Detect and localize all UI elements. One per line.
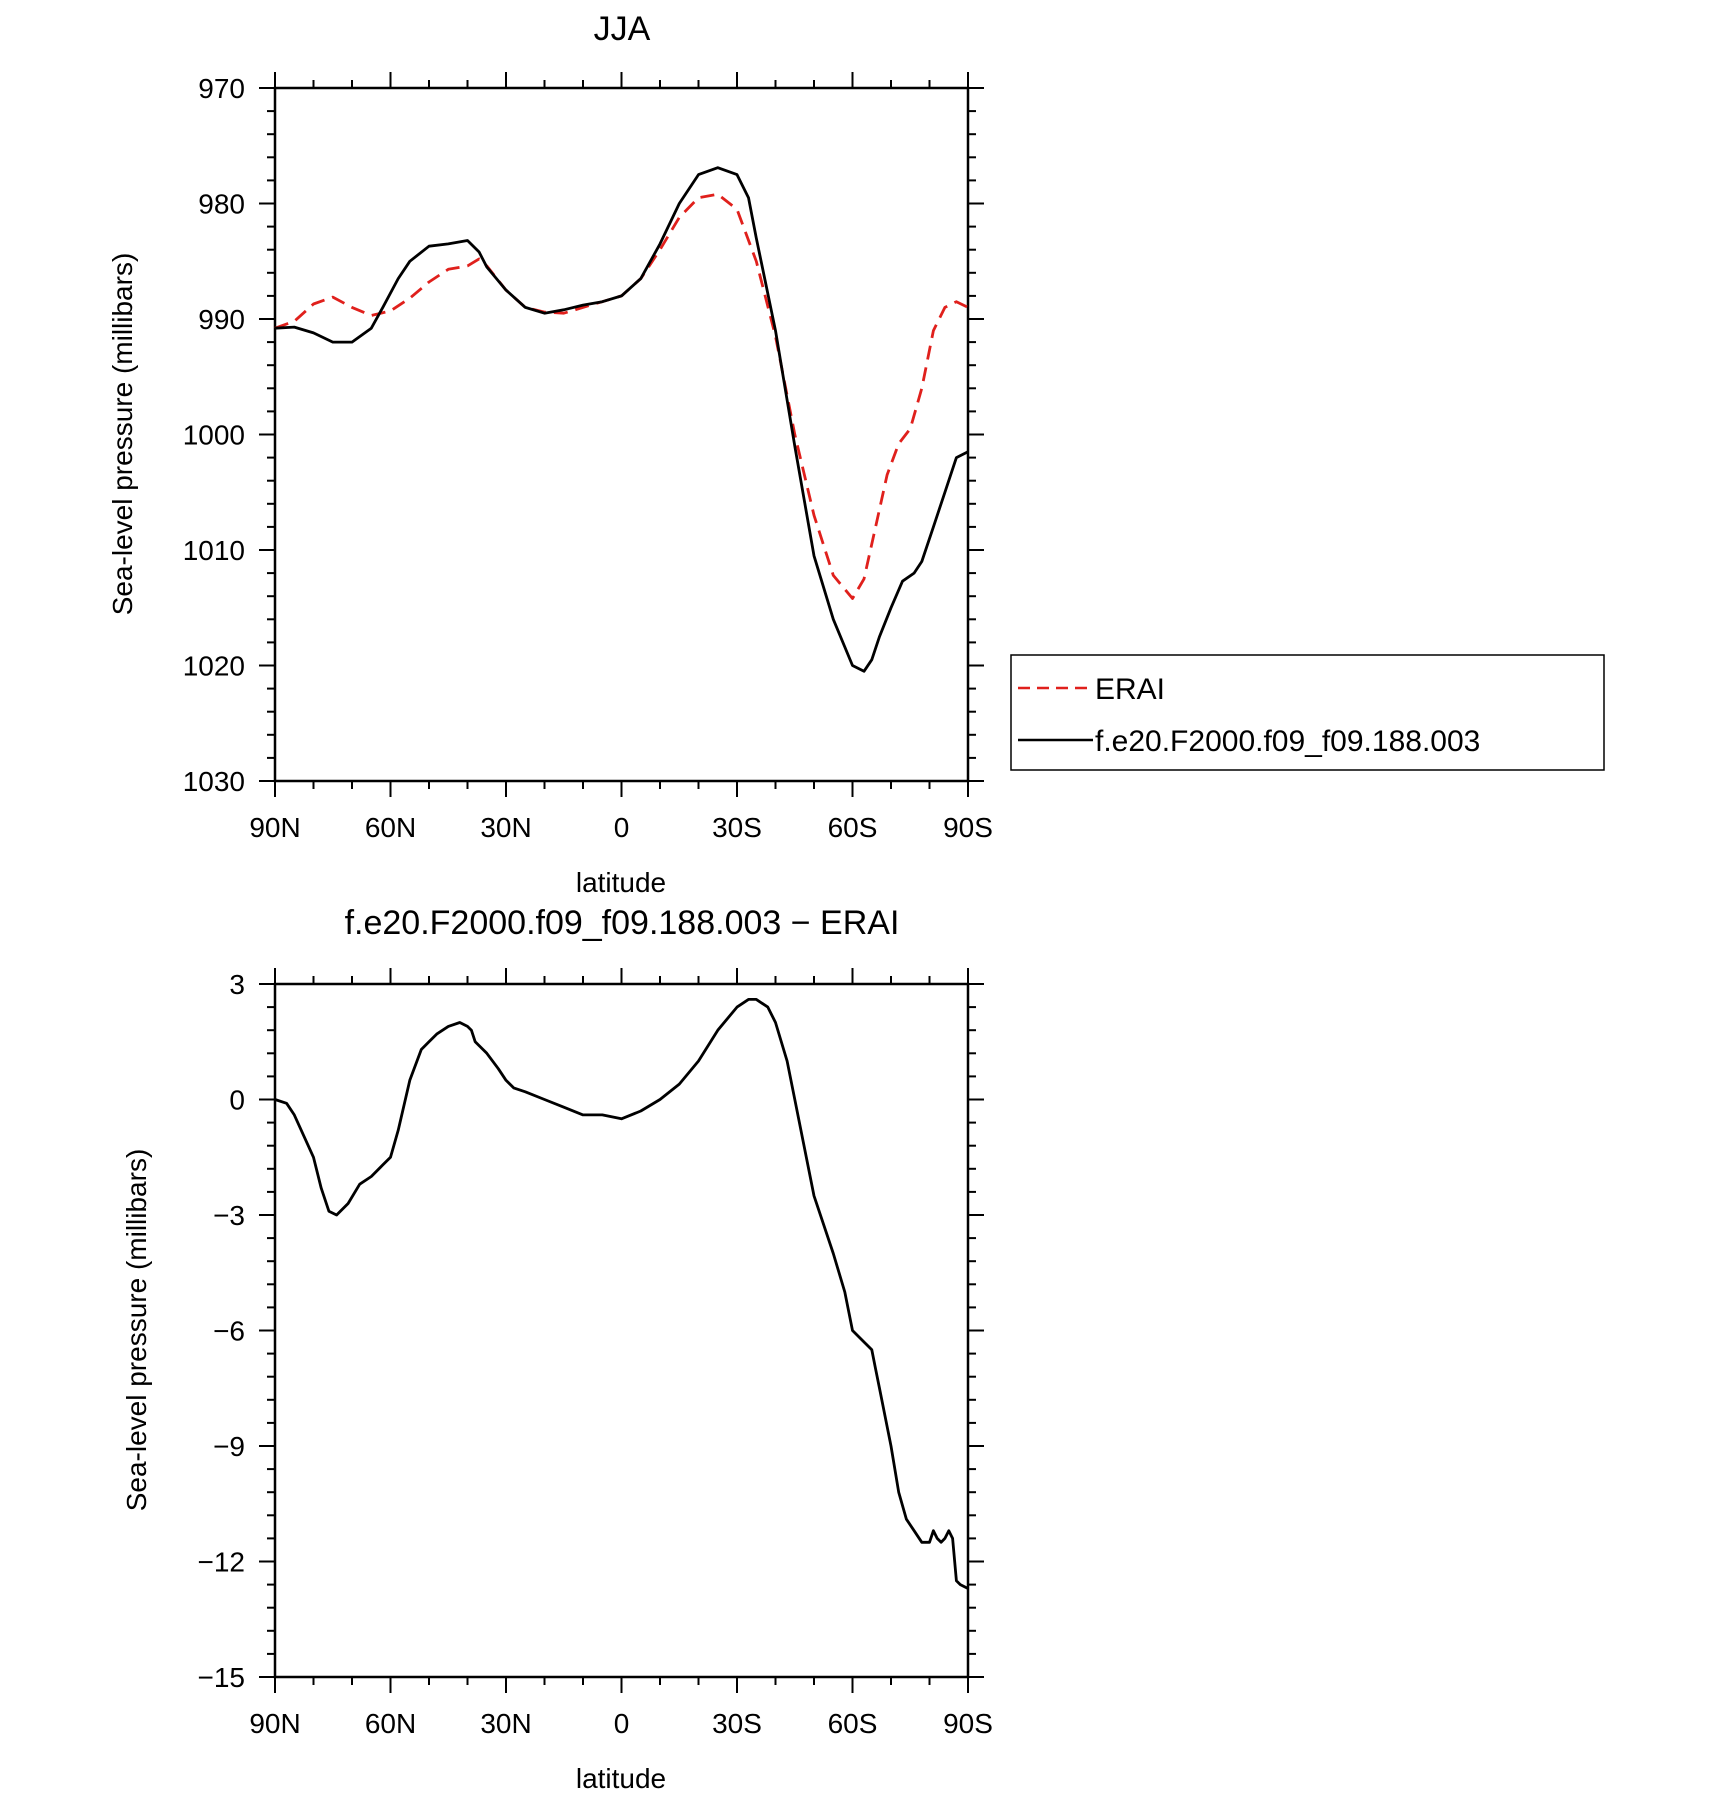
top-y-tick-label: 1030	[183, 766, 245, 797]
bottom-x-tick-label: 30S	[712, 1708, 762, 1739]
bottom-x-tick-label: 60S	[828, 1708, 878, 1739]
top-plot-frame	[273, 86, 970, 783]
legend-label-model: f.e20.F2000.f09_f09.188.003	[1095, 725, 1480, 758]
bottom-y-axis-label: Sea-level pressure (millibars)	[121, 1149, 152, 1512]
top-y-axis-label: Sea-level pressure (millibars)	[107, 253, 138, 616]
top-panel: JJA 90N 60N 30N 0 30S 60S 90S 970 980 990 1000 1010…	[107, 10, 993, 898]
bottom-x-tick-label: 90S	[943, 1708, 993, 1739]
bottom-y-tick-label: −9	[213, 1431, 245, 1462]
top-y-tick-label: 1010	[183, 535, 245, 566]
legend-box	[1010, 654, 1605, 771]
bottom-y-tick-label: 3	[229, 969, 245, 1000]
top-y-tick-label: 1020	[183, 651, 245, 682]
bottom-x-tick-label: 30N	[480, 1708, 531, 1739]
bottom-x-tick-label: 0	[614, 1708, 630, 1739]
bottom-chart-title: f.e20.F2000.f09_f09.188.003 − ERAI	[345, 904, 900, 942]
top-x-tick-label: 90N	[249, 812, 300, 843]
bottom-series-line-0	[274, 998, 969, 1590]
top-series-line-1	[274, 166, 969, 673]
top-x-tick-label: 30N	[480, 812, 531, 843]
bottom-panel: f.e20.F2000.f09_f09.188.003 − ERAI 90N 60…	[121, 904, 993, 1794]
legend-label-erai: ERAI	[1095, 673, 1165, 706]
top-x-tick-label: 30S	[712, 812, 762, 843]
bottom-plot-frame	[273, 982, 970, 1679]
bottom-y-tick-label: −3	[213, 1200, 245, 1231]
top-chart-title: JJA	[594, 10, 651, 48]
top-y-tick-label: 970	[198, 73, 245, 104]
top-x-tick-label: 0	[614, 812, 630, 843]
top-x-axis-label: latitude	[576, 867, 666, 898]
bottom-y-tick-label: −12	[198, 1547, 246, 1578]
top-x-tick-label: 90S	[943, 812, 993, 843]
legend: ERAI f.e20.F2000.f09_f09.188.003	[1010, 654, 1605, 771]
bottom-y-tick-label: 0	[229, 1085, 245, 1116]
top-x-tick-label: 60S	[828, 812, 878, 843]
bottom-y-tick-label: −15	[198, 1662, 246, 1693]
top-y-tick-label: 980	[198, 189, 245, 220]
bottom-x-tick-label: 90N	[249, 1708, 300, 1739]
top-series-line-0	[274, 192, 969, 600]
top-y-tick-label: 990	[198, 304, 245, 335]
bottom-x-tick-label: 60N	[365, 1708, 416, 1739]
bottom-x-axis-label: latitude	[576, 1763, 666, 1794]
top-y-tick-label: 1000	[183, 420, 245, 451]
top-x-tick-label: 60N	[365, 812, 416, 843]
bottom-y-tick-label: −6	[213, 1316, 245, 1347]
